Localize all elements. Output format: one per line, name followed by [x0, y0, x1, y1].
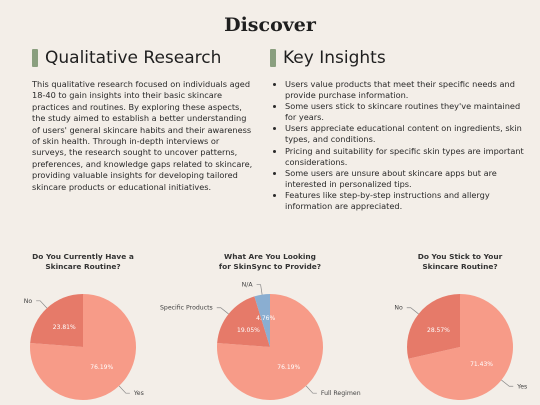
pie-slice-no	[407, 294, 460, 359]
slice-value-label: 28.57%	[427, 327, 450, 334]
callout-line	[406, 307, 419, 315]
accent-bar	[32, 49, 38, 67]
slice-value-label: 76.19%	[90, 364, 113, 371]
pie-slice-yes	[408, 294, 513, 400]
chart-title: Do You Stick to Your Skincare Routine?	[385, 252, 535, 272]
callout-line	[118, 385, 130, 394]
callout-line	[305, 385, 317, 394]
insight-item: Some users stick to skincare routines th…	[285, 101, 530, 123]
slice-value-label: 4.76%	[256, 315, 275, 322]
pie-slice-no	[30, 294, 84, 347]
callout-line	[216, 307, 229, 315]
slice-category-label: Yes	[516, 383, 527, 390]
pie-slice-specific-products	[217, 296, 270, 347]
page-title: Discover	[224, 14, 316, 36]
pie-chart-skincare-routine: Do You Currently Have a Skincare Routine…	[8, 252, 158, 402]
slice-category-label: Specific Products	[160, 305, 213, 312]
callout-line	[256, 284, 263, 295]
insight-item: Features like step-by-step instructions …	[285, 190, 530, 212]
slice-value-label: 71.43%	[470, 361, 493, 368]
accent-bar	[270, 49, 276, 67]
pie-svg: 76.19% Yes 23.81% No	[24, 294, 144, 400]
chart-title-line: Skincare Routine?	[422, 262, 498, 271]
callout-line	[501, 379, 514, 387]
pie-svg: 71.43% Yes 28.57% No	[394, 294, 527, 400]
insight-item: Users value products that meet their spe…	[285, 79, 530, 101]
qualitative-research-heading: Qualitative Research	[45, 48, 222, 68]
chart-title-line: Do You Stick to Your	[417, 252, 503, 261]
slice-category-label: Yes	[133, 390, 144, 397]
chart-title-line: Skincare Routine?	[45, 262, 121, 271]
pie-chart-stick-to-routine: Do You Stick to Your Skincare Routine? 7…	[385, 252, 535, 402]
insight-item: Pricing and suitability for specific ski…	[285, 146, 530, 168]
slice-category-label: Full Regimen	[321, 390, 361, 397]
slice-value-label: 19.05%	[237, 327, 260, 334]
slice-category-label: No	[394, 305, 403, 312]
callout-line	[36, 300, 48, 309]
pie-chart-skinsync-provide: What Are You Looking for SkinSync to Pro…	[160, 252, 361, 402]
insight-item: Some users are unsure about skincare app…	[285, 168, 530, 190]
pie-svg: 76.19% Full Regimen 19.05% Specific Product…	[160, 282, 361, 400]
key-insights-header: Key Insights	[270, 48, 386, 68]
chart-title: Do You Currently Have a Skincare Routine…	[8, 252, 158, 272]
slice-category-label: N/A	[242, 282, 254, 289]
qualitative-research-header: Qualitative Research	[32, 48, 221, 68]
chart-title-line: What Are You Looking	[224, 252, 316, 261]
pie-slice-n-a	[254, 294, 270, 347]
slice-category-label: No	[24, 298, 33, 305]
slice-value-label: 23.81%	[53, 324, 76, 331]
qualitative-research-paragraph: This qualitative research focused on ind…	[32, 79, 253, 192]
key-insights-list: Users value products that meet their spe…	[274, 79, 530, 212]
chart-title-line: Do You Currently Have a	[32, 252, 134, 261]
chart-title-line: for SkinSync to Provide?	[218, 262, 322, 271]
chart-title: What Are You Looking for SkinSync to Pro…	[195, 252, 345, 272]
key-insights-heading: Key Insights	[283, 48, 386, 68]
insight-item: Users appreciate educational content on …	[285, 123, 530, 145]
slice-value-label: 76.19%	[277, 364, 300, 371]
